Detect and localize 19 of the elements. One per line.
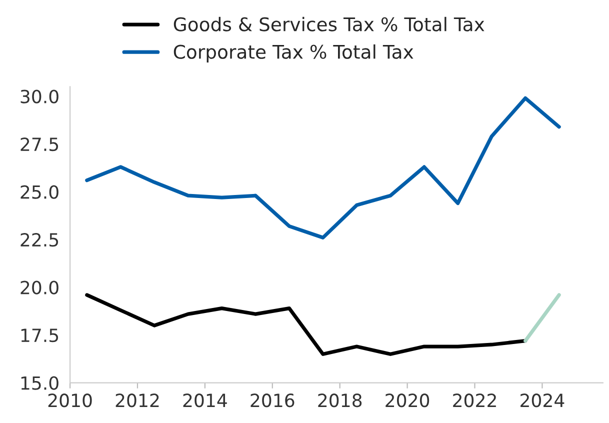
legend-label: Corporate Tax % Total Tax <box>174 44 414 63</box>
x-tick-label: 2012 <box>116 394 159 408</box>
y-tick-label: 30.0 <box>20 90 58 104</box>
x-tick-label: 2018 <box>318 394 362 408</box>
x-tick-label: 2020 <box>386 394 430 408</box>
legend-label: Goods & Services Tax % Total Tax <box>174 16 484 32</box>
x-tick-label: 2024 <box>520 394 564 408</box>
x-tick-label: 2010 <box>48 394 92 408</box>
y-tick-label: 17.5 <box>21 328 58 342</box>
line-series <box>85 96 561 240</box>
y-tick-label: 20.0 <box>20 280 58 294</box>
y-tick-label: 22.5 <box>20 233 58 247</box>
x-tick-label: 2016 <box>250 394 294 408</box>
y-tick-label: 25.0 <box>20 185 58 199</box>
y-tick-label: 15.0 <box>21 376 58 390</box>
x-tick-label: 2014 <box>183 394 227 408</box>
line-series <box>85 293 528 356</box>
y-tick-label: 27.5 <box>20 137 58 152</box>
x-tick-label: 2022 <box>453 394 496 408</box>
